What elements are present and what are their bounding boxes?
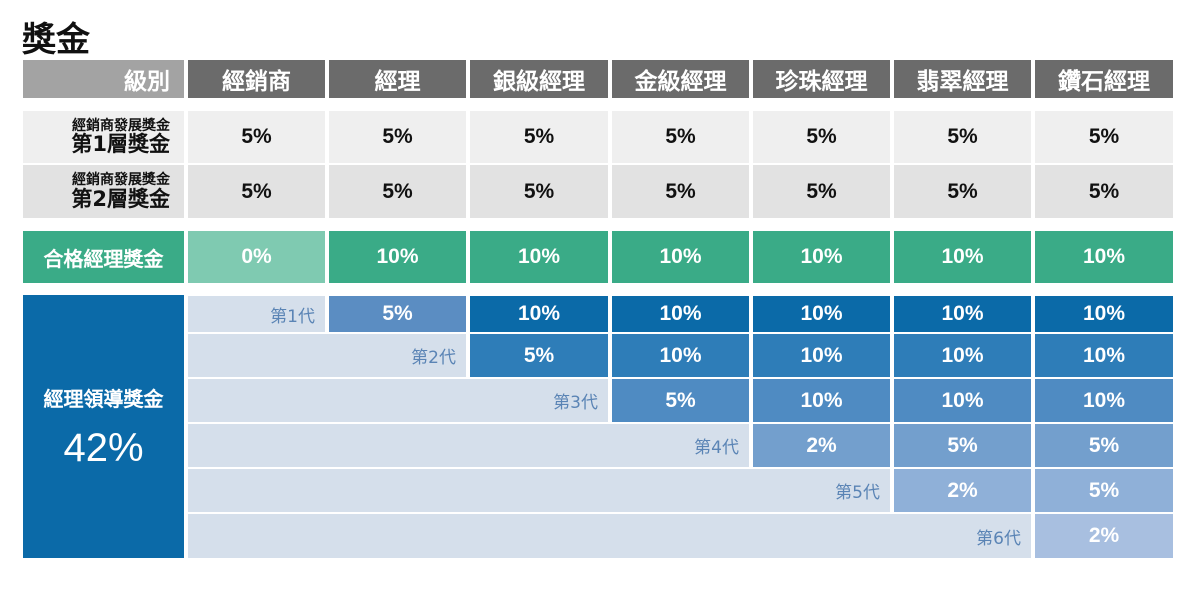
cell-value: 5%: [612, 111, 749, 163]
cell-value: 10%: [329, 231, 466, 283]
cell-value: 5%: [188, 165, 325, 218]
cell-value: 5%: [753, 111, 890, 163]
row-label-big: 第1層獎金: [71, 132, 170, 157]
leadership-cell-value: 2%: [894, 469, 1031, 512]
cell-value: 0%: [188, 231, 325, 283]
row-label-dev1: 經銷商發展獎金 第1層獎金: [23, 111, 184, 163]
leadership-cell-value: 2%: [753, 424, 890, 467]
row-label-dev2: 經銷商發展獎金 第2層獎金: [23, 165, 184, 218]
leadership-cell-value: 5%: [329, 296, 466, 332]
cell-value: 5%: [753, 165, 890, 218]
generation-label: 第5代: [188, 469, 890, 512]
leadership-cell-value: 10%: [753, 334, 890, 377]
leadership-cell-value: 10%: [753, 296, 890, 332]
row-label-big: 第2層獎金: [71, 186, 170, 211]
leadership-cell-value: 10%: [894, 296, 1031, 332]
cell-value: 5%: [1035, 111, 1173, 163]
generation-label: 第6代: [188, 514, 1031, 558]
leadership-label: 經理領導獎金: [43, 386, 164, 411]
page-title: 獎金: [22, 20, 90, 60]
header-col-pearl: 珍珠經理: [753, 60, 890, 98]
header-col-emerald: 翡翠經理: [894, 60, 1031, 98]
row-label-small: 經銷商發展獎金: [72, 117, 170, 134]
cell-value: 5%: [188, 111, 325, 163]
leadership-label-block: 經理領導獎金 42%: [23, 295, 184, 558]
generation-label: 第3代: [188, 379, 608, 422]
generation-label: 第1代: [188, 296, 325, 332]
cell-value: 5%: [470, 165, 608, 218]
header-col-distributor: 經銷商: [188, 60, 325, 98]
header-col-silver: 銀級經理: [470, 60, 608, 98]
header-col-diamond: 鑽石經理: [1035, 60, 1173, 98]
leadership-cell-value: 10%: [1035, 296, 1173, 332]
generation-label: 第4代: [188, 424, 749, 467]
header-col-gold: 金級經理: [612, 60, 749, 98]
cell-value: 5%: [1035, 165, 1173, 218]
leadership-total: 42%: [63, 425, 144, 470]
leadership-cell-value: 10%: [1035, 379, 1173, 422]
cell-value: 5%: [329, 111, 466, 163]
leadership-cell-value: 5%: [470, 334, 608, 377]
cell-value: 10%: [1035, 231, 1173, 283]
generation-label: 第2代: [188, 334, 466, 377]
leadership-cell-value: 5%: [894, 424, 1031, 467]
cell-value: 10%: [894, 231, 1031, 283]
cell-value: 10%: [470, 231, 608, 283]
leadership-cell-value: 10%: [894, 334, 1031, 377]
row-label-small: 經銷商發展獎金: [72, 172, 170, 189]
header-level-label: 級別: [23, 60, 184, 98]
cell-value: 10%: [612, 231, 749, 283]
leadership-cell-value: 5%: [1035, 469, 1173, 512]
cell-value: 5%: [470, 111, 608, 163]
leadership-cell-value: 5%: [1035, 424, 1173, 467]
leadership-cell-value: 2%: [1035, 514, 1173, 558]
cell-value: 5%: [612, 165, 749, 218]
leadership-cell-value: 10%: [894, 379, 1031, 422]
leadership-cell-value: 10%: [1035, 334, 1173, 377]
leadership-cell-value: 10%: [753, 379, 890, 422]
cell-value: 5%: [329, 165, 466, 218]
leadership-cell-value: 10%: [612, 334, 749, 377]
leadership-cell-value: 10%: [470, 296, 608, 332]
leadership-cell-value: 10%: [612, 296, 749, 332]
header-col-manager: 經理: [329, 60, 466, 98]
leadership-cell-value: 5%: [612, 379, 749, 422]
row-label-qualified: 合格經理獎金: [23, 231, 184, 283]
cell-value: 5%: [894, 165, 1031, 218]
cell-value: 10%: [753, 231, 890, 283]
cell-value: 5%: [894, 111, 1031, 163]
